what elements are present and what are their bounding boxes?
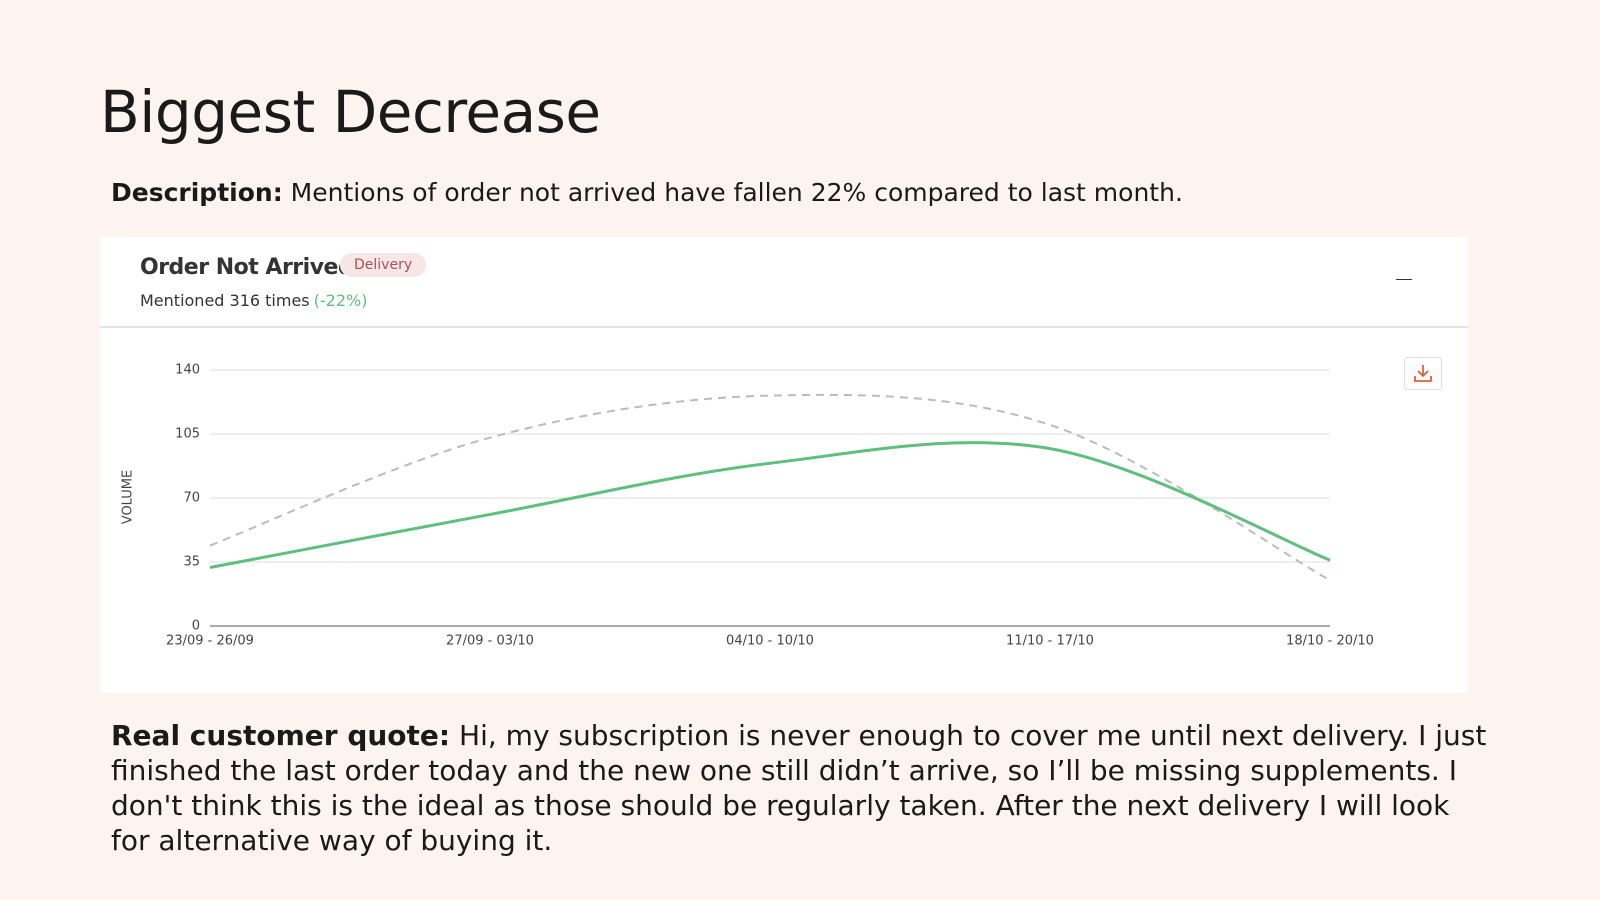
y-tick-label: 35	[183, 555, 200, 570]
download-icon	[1414, 365, 1432, 382]
quote-text: Hi, my subscription is never enough to c…	[111, 719, 1487, 857]
y-tick-label: 105	[175, 427, 200, 442]
mention-change: (-22%)	[313, 291, 368, 310]
description: Description: Mentions of order not arriv…	[111, 178, 1183, 207]
x-tick-label: 11/10 - 17/10	[1006, 634, 1094, 649]
y-axis-label: VOLUME	[121, 470, 136, 524]
x-tick-label: 04/10 - 10/10	[726, 634, 814, 649]
card-title: Order Not Arrived	[140, 255, 354, 280]
x-tick-label: 18/10 - 20/10	[1286, 634, 1374, 649]
y-tick-label: 140	[175, 363, 200, 378]
x-tick-label: 27/09 - 03/10	[446, 634, 534, 649]
mention-count: Mentioned 316 times (-22%)	[140, 291, 367, 310]
data-line	[209, 393, 1331, 582]
customer-quote: Real customer quote: Hi, my subscription…	[111, 718, 1491, 858]
card-header: Order Not Arrived Delivery Mentioned 316…	[100, 237, 1468, 328]
chart-card: Order Not Arrived Delivery Mentioned 316…	[100, 237, 1468, 693]
data-line	[209, 441, 1331, 569]
page-title: Biggest Decrease	[100, 78, 601, 146]
y-tick-label: 0	[192, 619, 200, 634]
download-button[interactable]	[1404, 357, 1442, 390]
category-tag[interactable]: Delivery	[340, 253, 427, 277]
description-text: Mentions of order not arrived have falle…	[290, 178, 1183, 207]
y-tick-label: 70	[183, 491, 200, 506]
description-label: Description:	[111, 178, 283, 207]
mention-text: Mentioned 316 times	[140, 291, 310, 310]
quote-label: Real customer quote:	[111, 719, 451, 752]
chart: VOLUME 0 35 70 105 140 23/09 - 26/09 27/09 - 0…	[121, 363, 1374, 649]
x-tick-label: 23/09 - 26/09	[166, 634, 254, 649]
minimize-button[interactable]	[1396, 279, 1412, 280]
